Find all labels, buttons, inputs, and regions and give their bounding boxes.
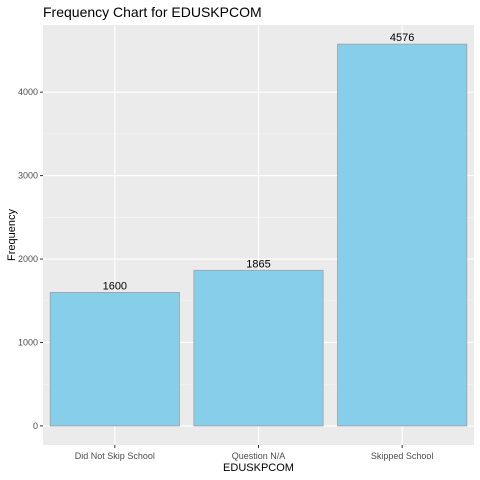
bar-value-label: 4576 — [390, 32, 414, 44]
y-tick-label: 3000 — [18, 171, 38, 181]
x-tick-label: Skipped School — [371, 451, 434, 461]
bar-value-label: 1600 — [103, 280, 127, 292]
bar — [49, 292, 180, 427]
y-tick-label: 0 — [33, 421, 38, 431]
y-tick-label: 4000 — [18, 87, 38, 97]
y-tick-label: 2000 — [18, 254, 38, 264]
x-tick-label: Did Not Skip School — [75, 451, 155, 461]
x-axis-title: EDUSKPCOM — [223, 462, 294, 474]
y-tick-label: 1000 — [18, 337, 38, 347]
x-axis-ticks: Did Not Skip School Question N/A Skipped S… — [75, 445, 434, 461]
y-axis-title: Frequency — [6, 209, 18, 261]
bar-value-label: 1865 — [246, 258, 270, 270]
bar — [193, 269, 324, 427]
y-axis-ticks: 0 1000 2000 3000 4000 — [18, 87, 43, 431]
bars — [49, 43, 468, 427]
chart-title: Frequency Chart for EDUSKPCOM — [43, 4, 262, 20]
x-tick-label: Question N/A — [232, 451, 286, 461]
data-labels: 1600 1865 4576 — [103, 32, 415, 292]
bar — [337, 43, 468, 427]
